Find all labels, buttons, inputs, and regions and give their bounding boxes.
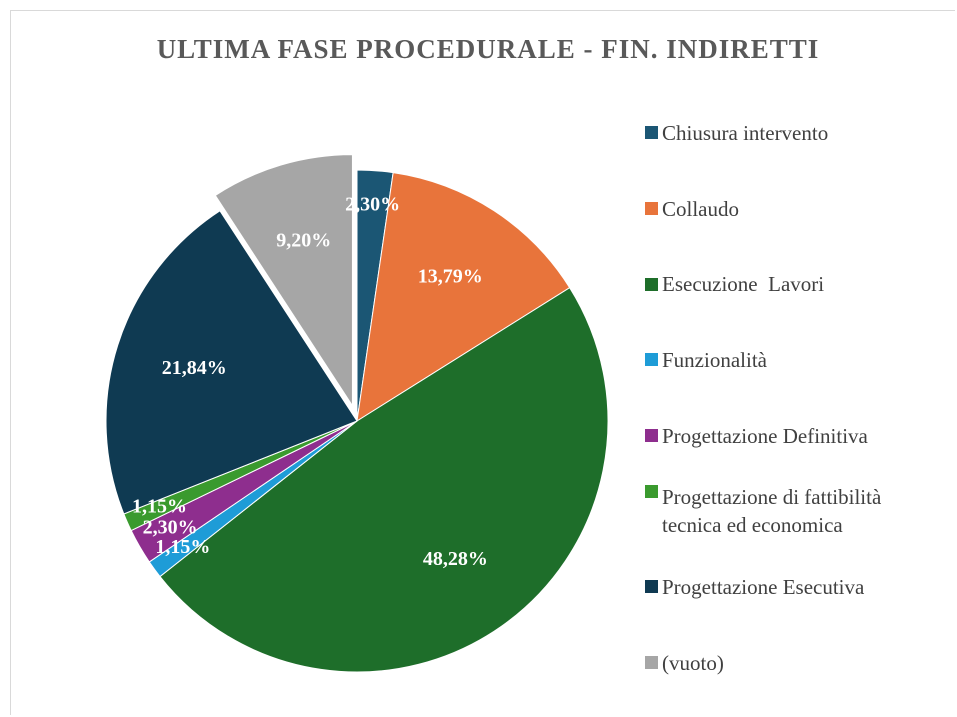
data-label: 48,28% [423, 548, 488, 570]
data-label: 2,30% [345, 193, 400, 215]
pie-slice [105, 210, 358, 515]
data-label: 21,84% [162, 357, 227, 379]
legend-item: Collaudo [645, 171, 945, 247]
legend-swatch [645, 485, 658, 499]
legend-item: Chiusura intervento [645, 95, 945, 171]
legend-swatch [645, 580, 658, 594]
data-label: 13,79% [418, 266, 483, 288]
legend-swatch [645, 202, 658, 216]
legend-swatch [645, 353, 658, 367]
data-label: 1,15% [155, 536, 210, 558]
legend-item: Funzionalità [645, 322, 945, 398]
legend-item: (vuoto) [645, 625, 945, 701]
data-label: 2,30% [143, 517, 198, 539]
legend-label: Progettazione di fattibilità tecnica ed … [662, 485, 887, 538]
chart-title: ULTIMA FASE PROCEDURALE - FIN. INDIRETTI [157, 34, 820, 64]
pie-slice [356, 172, 571, 422]
legend-label: Chiusura intervento [662, 120, 829, 145]
legend-label: (vuoto) [662, 650, 724, 675]
pie-slice [159, 286, 609, 673]
data-label: 1,15% [132, 496, 187, 518]
legend-label: Progettazione Definitiva [662, 423, 868, 448]
legend-item: Progettazione di fattibilità tecnica ed … [645, 473, 945, 549]
legend-item: Esecuzione Lavori [645, 246, 945, 322]
legend-label: Esecuzione Lavori [662, 272, 825, 297]
legend-swatch [645, 429, 658, 443]
data-label: 9,20% [276, 230, 331, 252]
legend-item: Progettazione Definitiva [645, 398, 945, 474]
legend-label: Collaudo [662, 196, 739, 221]
legend-label: Funzionalità [662, 347, 767, 372]
legend-swatch [645, 277, 658, 291]
pie-slice [214, 154, 353, 408]
legend-label: Progettazione Esecutiva [662, 574, 865, 599]
chart-frame [10, 10, 955, 715]
legend: Chiusura intervento Collaudo Esecuzione La… [645, 95, 945, 701]
legend-item: Progettazione Esecutiva [645, 549, 945, 625]
legend-swatch [645, 126, 658, 140]
legend-swatch [645, 656, 658, 670]
